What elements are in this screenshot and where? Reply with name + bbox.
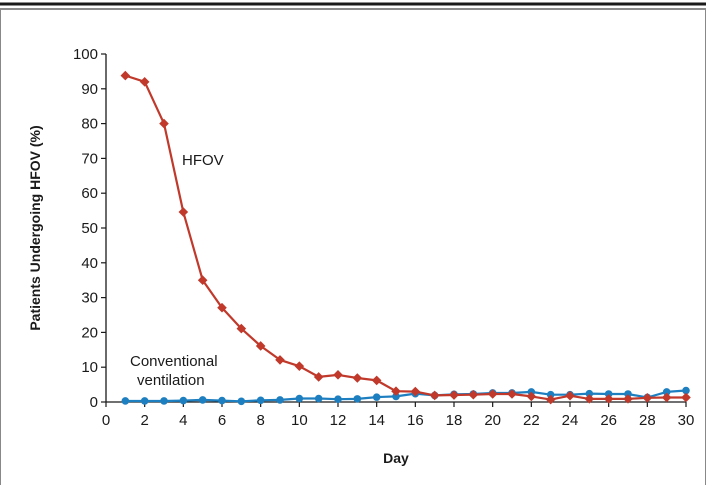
annotation-ventilation: ventilation [137, 372, 205, 389]
data-point-hfov [255, 341, 266, 351]
data-point-hfov [197, 275, 208, 285]
data-point-conventional-ventilation [295, 394, 304, 403]
y-tick-label: 60 [81, 185, 98, 202]
y-axis-title: Patients Undergoing HFOV (%) [27, 125, 43, 330]
data-point-conventional-ventilation [585, 389, 594, 398]
data-point-hfov [178, 207, 189, 217]
data-point-hfov [507, 389, 517, 399]
data-point-hfov [236, 323, 247, 334]
y-tick-label: 100 [73, 46, 98, 63]
data-point-conventional-ventilation [546, 390, 555, 399]
data-point-hfov [526, 391, 537, 402]
data-point-hfov [449, 390, 459, 400]
x-tick-label: 28 [639, 412, 656, 429]
series-layer [120, 70, 691, 406]
data-point-conventional-ventilation [198, 396, 207, 404]
x-tick-label: 0 [102, 412, 110, 429]
series-line-hfov [124, 74, 686, 401]
data-point-hfov [410, 386, 421, 397]
x-tick-label: 8 [256, 412, 264, 429]
data-point-hfov [468, 389, 479, 400]
data-point-conventional-ventilation [372, 393, 381, 401]
data-point-hfov [352, 373, 363, 383]
axes: 0 2 4 6 8 10 12 14 16 18 20 22 24 26 28 300102030405060… [73, 46, 694, 429]
data-point-hfov [661, 392, 672, 403]
data-point-conventional-ventilation [624, 390, 632, 398]
y-tick-label: 10 [81, 359, 98, 376]
data-point-hfov [603, 394, 614, 404]
y-tick-label: 20 [81, 324, 98, 341]
data-point-conventional-ventilation [682, 386, 690, 395]
x-tick-label: 10 [291, 412, 308, 429]
series-conventional-ventilation [121, 386, 690, 406]
series-hfov [120, 70, 691, 405]
x-tick-label: 30 [678, 412, 695, 429]
data-point-hfov [429, 390, 440, 401]
x-tick-label: 26 [600, 412, 617, 429]
x-tick-label: 2 [140, 412, 148, 429]
data-point-hfov [217, 302, 227, 313]
x-tick-label: 14 [368, 412, 385, 429]
data-point-hfov [584, 394, 595, 404]
data-point-hfov [545, 394, 556, 405]
y-tick-label: 80 [81, 116, 98, 133]
data-point-conventional-ventilation [662, 388, 671, 396]
data-point-hfov [681, 392, 691, 403]
data-point-conventional-ventilation [218, 396, 226, 405]
x-axis-title: Day [383, 450, 409, 466]
x-tick-label: 6 [218, 412, 226, 429]
data-point-hfov [159, 118, 169, 129]
y-tick-label: 30 [81, 290, 98, 307]
data-point-conventional-ventilation [314, 394, 323, 403]
data-point-hfov [139, 77, 150, 87]
data-point-hfov [391, 386, 401, 397]
data-point-conventional-ventilation [237, 397, 246, 406]
data-point-hfov [313, 372, 324, 382]
x-tick-label: 12 [330, 412, 347, 429]
data-point-conventional-ventilation [140, 397, 149, 405]
data-point-hfov [642, 393, 653, 403]
annotation-hfov: HFOV [182, 152, 224, 169]
data-point-conventional-ventilation [334, 395, 342, 404]
x-tick-label: 18 [446, 412, 463, 429]
data-point-hfov [333, 370, 343, 380]
data-point-hfov [120, 70, 131, 81]
data-point-hfov [371, 375, 382, 386]
data-point-hfov [565, 390, 575, 401]
x-tick-label: 16 [407, 412, 424, 429]
x-tick-label: 22 [523, 412, 540, 429]
x-tick-label: 24 [562, 412, 579, 429]
data-point-hfov [275, 355, 285, 365]
y-tick-label: 50 [81, 220, 98, 237]
data-point-hfov [623, 394, 633, 404]
y-tick-label: 0 [90, 394, 98, 411]
data-point-conventional-ventilation [353, 395, 362, 403]
data-point-conventional-ventilation [256, 396, 265, 405]
data-point-hfov [294, 361, 305, 371]
data-point-conventional-ventilation [179, 396, 188, 405]
y-tick-label: 40 [81, 255, 98, 272]
x-tick-label: 20 [484, 412, 501, 429]
y-tick-label: 90 [81, 81, 98, 98]
data-point-conventional-ventilation [160, 397, 168, 405]
data-point-conventional-ventilation [121, 397, 130, 405]
data-point-conventional-ventilation [604, 390, 613, 398]
x-tick-label: 4 [179, 412, 187, 429]
data-point-hfov [487, 389, 498, 399]
y-tick-label: 70 [81, 150, 98, 167]
data-point-conventional-ventilation [276, 396, 284, 404]
annotation-conventional: Conventional [130, 353, 218, 370]
data-point-conventional-ventilation [392, 392, 400, 401]
